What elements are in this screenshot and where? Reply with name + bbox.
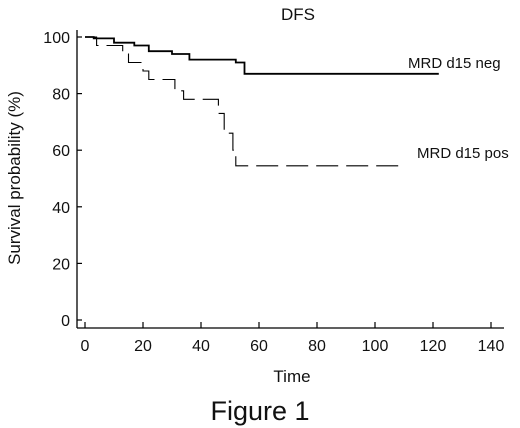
y-tick-label: 20 [52, 256, 70, 273]
y-ticks: 0 20 40 60 80 100 [43, 30, 82, 330]
series-line-mrd-neg [85, 36, 439, 75]
y-tick-label: 40 [52, 200, 70, 217]
x-tick-label: 80 [308, 338, 326, 355]
x-axis-title: Time [273, 367, 310, 386]
y-axis-title: Survival probability (%) [5, 91, 24, 265]
series-lines [85, 36, 439, 167]
x-tick-label: 40 [192, 338, 210, 355]
x-tick-label: 20 [134, 338, 152, 355]
x-ticks: 0 20 40 60 80 100 120 140 [81, 322, 505, 355]
series-line-mrd-pos [85, 36, 404, 167]
x-tick-label: 120 [420, 338, 447, 355]
y-tick-label: 80 [52, 87, 70, 104]
x-tick-label: 60 [250, 338, 268, 355]
x-tick-label: 100 [362, 338, 389, 355]
chart-title: DFS [281, 5, 315, 24]
series-label-neg: MRD d15 neg [408, 55, 501, 72]
x-tick-label: 140 [478, 338, 505, 355]
x-tick-label: 0 [81, 338, 90, 355]
y-tick-label: 60 [52, 143, 70, 160]
figure-caption: Figure 1 [210, 396, 309, 426]
y-tick-label: 0 [61, 313, 70, 330]
y-tick-label: 100 [43, 30, 70, 47]
series-label-pos: MRD d15 pos [417, 145, 509, 162]
